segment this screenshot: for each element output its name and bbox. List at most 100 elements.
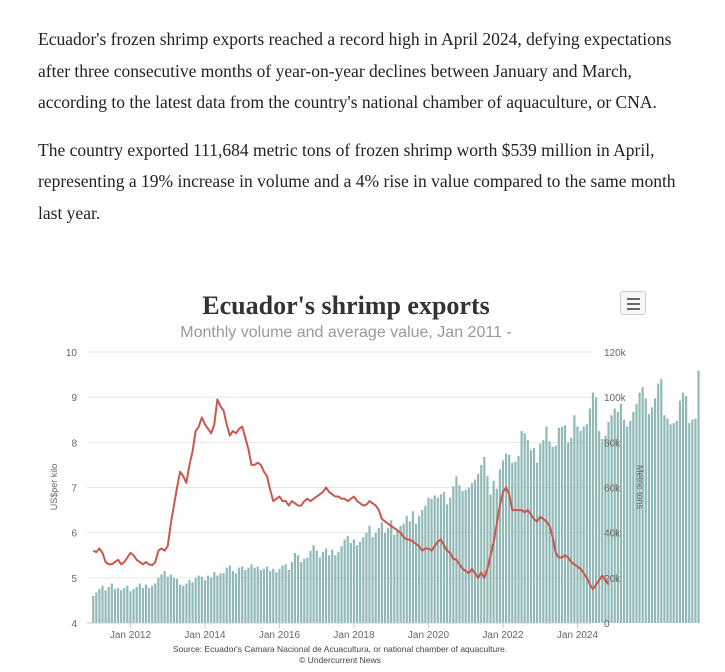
chart-subtitle: Monthly volume and average value, Jan 20… xyxy=(180,324,511,341)
volume-bar xyxy=(511,462,514,623)
volume-bar xyxy=(275,572,278,623)
volume-bar xyxy=(461,490,464,623)
volume-bar xyxy=(179,584,182,623)
volume-bar xyxy=(697,370,700,623)
chart-source: Source: Ecuador's Camara Nacional de Acu… xyxy=(173,644,507,654)
volume-bar xyxy=(287,569,290,623)
volume-bar xyxy=(337,551,340,623)
volume-bar xyxy=(269,571,272,623)
volume-bar xyxy=(520,431,523,623)
volume-bar xyxy=(166,576,169,623)
volume-bar xyxy=(352,539,356,623)
volume-bar xyxy=(148,588,151,623)
volume-bar xyxy=(576,426,579,623)
volume-bar xyxy=(92,595,95,623)
volume-bar xyxy=(256,566,259,623)
chart-menu-button[interactable] xyxy=(620,291,646,315)
volume-bar xyxy=(300,562,303,623)
volume-bar xyxy=(343,539,346,623)
volume-bar xyxy=(579,431,582,623)
volume-bar xyxy=(200,576,203,623)
volume-bar xyxy=(228,565,231,623)
volume-bar xyxy=(477,473,480,623)
volume-bar xyxy=(470,482,474,623)
volume-bar xyxy=(542,440,545,623)
volume-bar xyxy=(688,423,691,623)
volume-bar xyxy=(629,420,632,623)
volume-bar xyxy=(433,495,436,623)
volume-bar xyxy=(675,420,678,623)
y-right-axis-label: Metric tons xyxy=(635,465,645,510)
volume-bar xyxy=(293,552,297,623)
bars-layer xyxy=(92,370,700,624)
volume-bar xyxy=(436,497,439,623)
volume-bar xyxy=(244,569,247,623)
volume-bar xyxy=(526,440,529,623)
volume-bar xyxy=(157,577,160,623)
volume-bar xyxy=(203,580,207,623)
volume-bar xyxy=(318,557,321,623)
volume-bar xyxy=(123,588,126,623)
volume-bar xyxy=(613,408,616,623)
volume-bar xyxy=(194,577,197,623)
volume-bar xyxy=(480,464,483,623)
volume-bar xyxy=(321,551,325,623)
volume-bar xyxy=(309,550,312,623)
chart-title: Ecuador's shrimp exports xyxy=(202,291,489,320)
volume-bar xyxy=(632,411,635,623)
volume-bar xyxy=(473,479,477,623)
volume-bar xyxy=(421,510,424,623)
volume-bar xyxy=(349,542,352,623)
volume-bar xyxy=(132,589,135,624)
volume-bar xyxy=(588,408,591,623)
volume-bar xyxy=(495,488,498,623)
volume-bar xyxy=(393,534,396,623)
volume-bar xyxy=(107,586,110,623)
volume-bar xyxy=(635,403,638,623)
volume-bar xyxy=(427,497,430,623)
volume-bar xyxy=(591,392,595,623)
volume-bar xyxy=(265,566,269,623)
volume-bar xyxy=(408,521,411,624)
volume-bar xyxy=(365,532,368,623)
y-right-tick-label: 80k xyxy=(604,438,621,449)
volume-bar xyxy=(504,453,508,624)
x-tick-label: Jan 2016 xyxy=(259,630,301,641)
volume-bar xyxy=(644,398,647,623)
volume-bar xyxy=(672,423,675,623)
volume-bar xyxy=(312,545,315,623)
volume-bar xyxy=(151,585,154,623)
volume-bar xyxy=(604,435,607,623)
volume-bar xyxy=(281,565,284,623)
volume-bar xyxy=(449,497,452,623)
volume-bar xyxy=(529,450,532,623)
volume-bar xyxy=(622,419,626,623)
volume-bar xyxy=(498,469,501,623)
volume-bar xyxy=(213,572,216,623)
volume-bar xyxy=(219,573,222,623)
volume-bar xyxy=(297,555,300,623)
volume-bar xyxy=(582,426,585,623)
volume-bar xyxy=(328,555,331,623)
volume-bar xyxy=(262,568,266,623)
volume-bar xyxy=(141,588,144,623)
volume-bar xyxy=(446,504,449,623)
volume-bar xyxy=(380,522,383,623)
volume-bar xyxy=(355,545,359,623)
value-line xyxy=(92,398,610,591)
volume-bar xyxy=(650,407,654,623)
volume-bar xyxy=(532,447,536,623)
volume-bar xyxy=(514,461,517,623)
y-right-tick-label: 40k xyxy=(604,529,621,540)
volume-bar xyxy=(126,585,129,623)
volume-bar xyxy=(685,396,688,623)
volume-bar xyxy=(666,418,669,623)
article-paragraph-2: The country exported 111,684 metric tons… xyxy=(38,139,676,223)
volume-bar xyxy=(98,589,101,624)
x-tick-label: Jan 2024 xyxy=(557,630,599,641)
volume-bar xyxy=(135,586,138,623)
volume-bar xyxy=(247,567,250,623)
volume-bar xyxy=(163,571,166,623)
volume-bar xyxy=(253,567,256,623)
volume-bar xyxy=(678,400,681,623)
